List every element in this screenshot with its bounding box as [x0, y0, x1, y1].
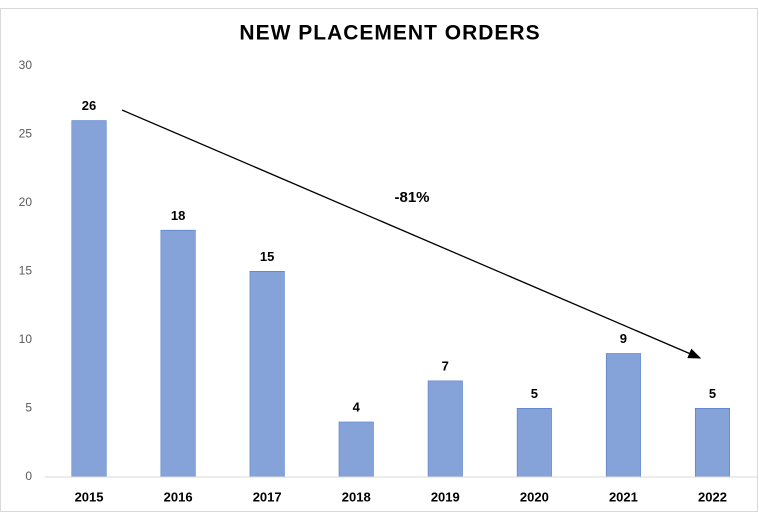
data-label: 4: [353, 400, 361, 415]
y-tick-label: 20: [19, 195, 33, 209]
x-tick-label: 2019: [431, 489, 460, 504]
x-tick-label: 2021: [609, 489, 638, 504]
y-tick-label: 15: [19, 264, 33, 278]
annotation: -81%: [394, 189, 429, 206]
bar-pattern: [517, 408, 552, 477]
y-tick-label: 5: [25, 401, 32, 415]
data-label: 5: [531, 386, 538, 401]
y-tick-label: 30: [19, 58, 33, 72]
bar-pattern: [250, 271, 285, 477]
bar-pattern: [695, 408, 730, 477]
y-tick-label: 0: [25, 469, 32, 483]
y-tick-label: 10: [19, 332, 33, 346]
bar-pattern: [72, 120, 107, 478]
data-label: 26: [82, 98, 96, 113]
y-tick-label: 25: [19, 127, 33, 141]
data-label: 7: [442, 359, 449, 374]
x-tick-label: 2022: [698, 489, 727, 504]
data-label: 9: [620, 331, 627, 346]
trend-arrow: [121, 109, 702, 359]
x-tick-label: 2018: [342, 489, 371, 504]
x-tick-label: 2017: [253, 489, 282, 504]
chart-title: NEW PLACEMENT ORDERS: [239, 22, 540, 45]
bar-pattern: [428, 381, 463, 477]
bar-pattern: [606, 353, 641, 477]
chart-border: [0, 8, 758, 512]
bar-pattern: [339, 422, 374, 477]
data-label: 5: [709, 386, 716, 401]
data-label: 15: [260, 249, 274, 264]
x-tick-label: 2015: [75, 489, 104, 504]
bar-pattern: [161, 230, 196, 477]
data-label: 18: [171, 208, 185, 223]
x-tick-label: 2016: [164, 489, 193, 504]
x-tick-label: 2020: [520, 489, 549, 504]
